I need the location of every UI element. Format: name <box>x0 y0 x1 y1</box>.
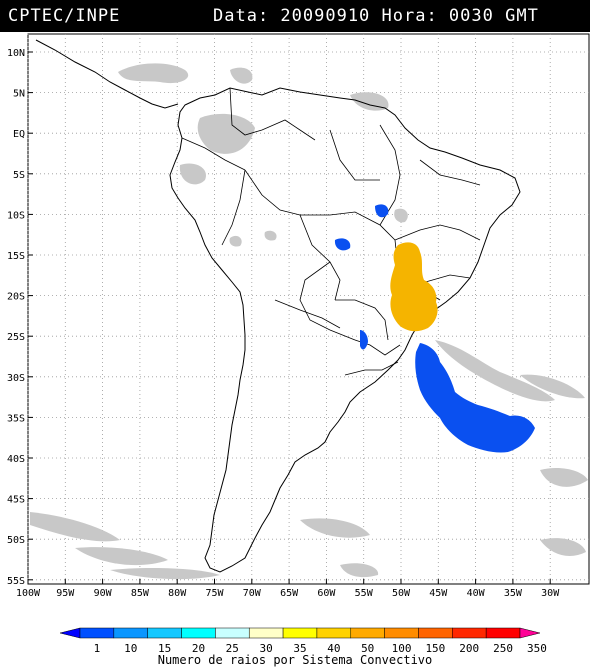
legend-swatch <box>59 627 81 639</box>
legend-swatch <box>519 627 541 639</box>
lon-label: 30W <box>541 588 560 599</box>
legend-swatch <box>350 627 385 639</box>
lon-label: 80W <box>168 588 187 599</box>
legend-swatch <box>384 627 419 639</box>
lon-label: 65W <box>280 588 299 599</box>
legend-tick-label: 200 <box>459 642 479 655</box>
legend-swatch <box>113 627 148 639</box>
lon-label: 50W <box>392 588 411 599</box>
lon-label: 85W <box>131 588 150 599</box>
lon-label: 95W <box>56 588 75 599</box>
legend-tick-label: 350 <box>527 642 547 655</box>
lat-label: 40S <box>7 454 25 465</box>
legend-tick-label: 30 <box>260 642 273 655</box>
lon-label: 55W <box>355 588 374 599</box>
legend-tick-label: 20 <box>192 642 205 655</box>
legend-tick-label: 15 <box>158 642 171 655</box>
lat-label: 10S <box>7 210 25 221</box>
central-america-outline <box>35 39 179 109</box>
lat-label: 5N <box>13 89 25 100</box>
lat-label: EQ <box>13 129 25 140</box>
lat-label: 30S <box>7 373 25 384</box>
legend-tick-label: 1 <box>94 642 101 655</box>
lon-label: 40W <box>467 588 486 599</box>
lat-label: 25S <box>7 332 25 343</box>
lat-label: 10N <box>7 48 25 59</box>
lon-label: 70W <box>243 588 262 599</box>
map-frame <box>27 33 590 585</box>
legend-swatch <box>215 627 250 639</box>
legend-swatch <box>79 627 115 639</box>
lon-label: 90W <box>94 588 113 599</box>
legend-tick-label: 35 <box>293 642 306 655</box>
lat-label: 35S <box>7 413 25 424</box>
latitude-labels: 10N 5N EQ 5S 10S 15S 20S 25S 30S 35S 40S 45S 50S 55S <box>7 48 33 587</box>
legend-tick-label: 150 <box>425 642 445 655</box>
lon-label: 60W <box>317 588 336 599</box>
lat-label: 5S <box>13 170 25 181</box>
legend-swatch <box>316 627 352 639</box>
legend-swatch <box>485 627 521 639</box>
lat-label: 55S <box>7 576 25 587</box>
lon-label: 35W <box>504 588 523 599</box>
legend-tick-label: 25 <box>226 642 239 655</box>
lat-label: 15S <box>7 251 25 262</box>
lon-label: 45W <box>429 588 448 599</box>
legend-tick-labels: 1 10 15 20 25 30 35 40 50 100 150 200 250 350 <box>94 642 547 655</box>
legend-swatch <box>181 627 216 639</box>
country-borders <box>181 87 481 376</box>
legend-swatch <box>248 627 284 639</box>
lat-label: 45S <box>7 495 25 506</box>
lat-label: 20S <box>7 292 25 303</box>
legend-tick-label: 50 <box>361 642 374 655</box>
coordinate-grid <box>27 34 589 584</box>
south-america-outline <box>169 87 521 573</box>
source-label: CPTEC/INPE <box>8 6 121 26</box>
legend-title: Numero de raios por Sistema Convectivo <box>158 653 433 667</box>
lon-label: 75W <box>205 588 224 599</box>
legend-colorbar <box>59 627 541 639</box>
lat-label: 50S <box>7 535 25 546</box>
longitude-labels: 100W 95W 90W 85W 80W 75W 70W 65W 60W 55W 50W 45W 40W… <box>16 579 560 599</box>
legend-tick-label: 250 <box>493 642 513 655</box>
legend-swatch <box>147 627 182 639</box>
title-bar: CPTEC/INPE Data: 20090910 Hora: 0030 GMT <box>0 0 590 32</box>
lightning-map: 10N5NEQ5S10S15S20S25S30S35S40S45S50S55S … <box>7 33 590 667</box>
legend-swatch <box>452 627 487 639</box>
legend-swatch <box>418 627 453 639</box>
legend-tick-label: 100 <box>392 642 412 655</box>
legend-tick-label: 10 <box>124 642 137 655</box>
legend-swatch <box>282 627 318 639</box>
convective-system-orange <box>390 242 438 332</box>
lon-label: 100W <box>16 588 41 599</box>
convective-systems-blue <box>334 204 535 453</box>
datetime-label: Data: 20090910 Hora: 0030 GMT <box>213 6 539 26</box>
cloud-cover <box>30 63 588 580</box>
legend-tick-label: 40 <box>327 642 340 655</box>
